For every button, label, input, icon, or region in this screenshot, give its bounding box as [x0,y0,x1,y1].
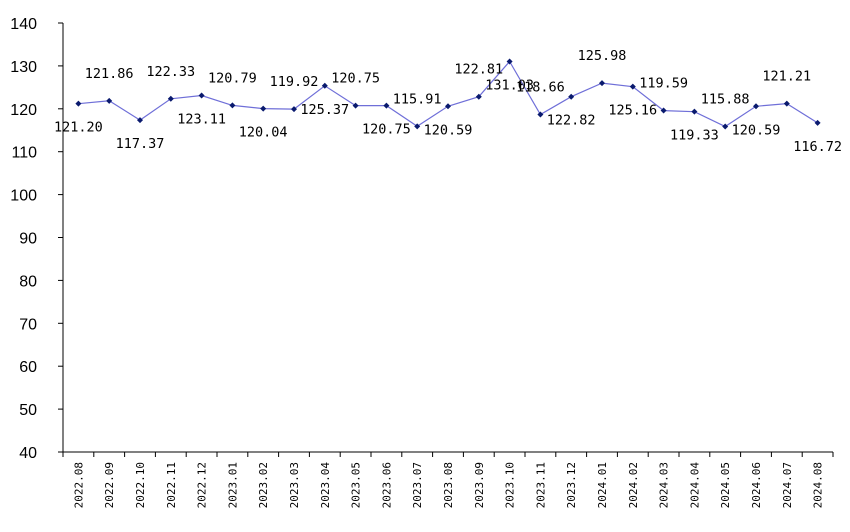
data-label: 125.16 [608,103,657,119]
x-tick-label: 2024.03 [658,462,671,508]
y-tick-label: 50 [19,402,37,419]
series-markers [75,58,821,130]
data-point-marker [537,111,544,118]
data-label: 117.37 [116,136,165,152]
y-tick-label: 140 [10,16,37,33]
x-tick-label: 2023.07 [411,462,424,508]
y-tick-label: 70 [19,316,37,333]
data-point-marker [198,92,205,99]
x-tick-label: 2023.04 [319,462,332,509]
data-point-marker [475,93,482,100]
x-tick-label: 2023.05 [350,462,363,508]
data-point-marker [722,123,729,130]
x-tick-label: 2024.05 [719,462,732,508]
data-label: 131.03 [485,77,534,93]
data-point-marker [75,100,82,107]
x-tick-label: 2024.01 [596,462,609,508]
x-tick-label: 2023.09 [473,462,486,508]
data-point-marker [352,102,359,109]
x-tick-label: 2024.06 [750,462,763,508]
data-point-marker [506,58,513,65]
data-label: 119.33 [670,128,719,144]
data-label: 125.98 [578,48,627,64]
data-point-marker [691,108,698,115]
data-point-marker [229,102,236,109]
x-tick-label: 2023.01 [226,462,239,508]
y-tick-label: 60 [19,359,37,376]
x-tick-label: 2023.12 [565,462,578,508]
data-point-marker [260,105,267,112]
x-axis-ticks: 2022.08 2022.09 2022.10 2022.11 2022.12 2023.… [62,452,834,509]
data-label: 121.86 [85,66,134,82]
data-point-marker [568,93,575,100]
data-point-marker [321,82,328,89]
x-tick-label: 2024.04 [688,462,701,509]
data-point-marker [137,117,143,124]
data-point-marker [814,119,821,126]
x-tick-label: 2022.11 [165,462,178,508]
data-point-marker [753,103,759,110]
y-axis-ticks: 40 50 60 70 80 90 100 110 120 130 140 [10,16,63,462]
data-point-marker [599,80,605,87]
x-tick-label: 2023.03 [288,462,301,508]
data-label: 116.72 [793,139,842,155]
y-tick-label: 80 [19,273,37,290]
data-point-marker [445,103,451,110]
data-point-marker [106,97,113,104]
x-tick-label: 2023.06 [380,462,393,508]
data-labels: 121.20 121.86 117.37 122.33 123.11 120.79 120.… [54,48,842,155]
data-label: 122.33 [146,64,195,80]
x-tick-label: 2022.09 [103,462,116,508]
data-point-marker [660,107,667,114]
y-tick-label: 100 [10,188,37,205]
x-tick-label: 2023.08 [442,462,455,508]
x-tick-label: 2022.12 [196,462,209,508]
x-tick-label: 2023.10 [504,462,517,508]
data-label: 119.59 [639,76,688,92]
data-label: 120.59 [732,122,781,138]
data-point-marker [383,102,390,109]
data-label: 120.04 [239,125,288,141]
data-label: 120.75 [362,122,411,138]
data-label: 121.21 [762,69,811,85]
data-label: 122.82 [547,113,596,129]
x-tick-label: 2024.08 [812,462,825,508]
x-tick-label: 2022.08 [72,462,85,508]
data-label: 125.37 [300,102,349,118]
x-tick-label: 2022.10 [134,462,147,508]
data-point-marker [783,100,790,107]
data-label: 123.11 [177,111,226,127]
x-tick-label: 2024.02 [627,462,640,508]
data-label: 119.92 [270,74,319,90]
data-label: 121.20 [54,120,103,136]
x-tick-label: 2023.02 [257,462,270,508]
x-tick-label: 2023.11 [534,462,547,508]
data-label: 118.66 [516,80,565,96]
y-tick-label: 40 [19,445,37,462]
data-point-marker [291,106,297,113]
y-tick-label: 110 [11,145,37,162]
data-label: 120.79 [208,70,257,86]
data-label: 120.75 [331,71,380,87]
data-point-marker [629,83,636,90]
data-label: 115.91 [393,91,442,107]
data-point-marker [414,123,421,130]
y-tick-label: 120 [10,102,37,119]
data-label: 120.59 [424,122,473,138]
data-point-marker [167,95,174,102]
y-tick-label: 130 [10,59,37,76]
data-label: 122.81 [454,62,503,78]
y-tick-label: 90 [19,231,37,248]
data-label: 115.88 [701,91,750,107]
x-tick-label: 2024.07 [781,462,794,508]
